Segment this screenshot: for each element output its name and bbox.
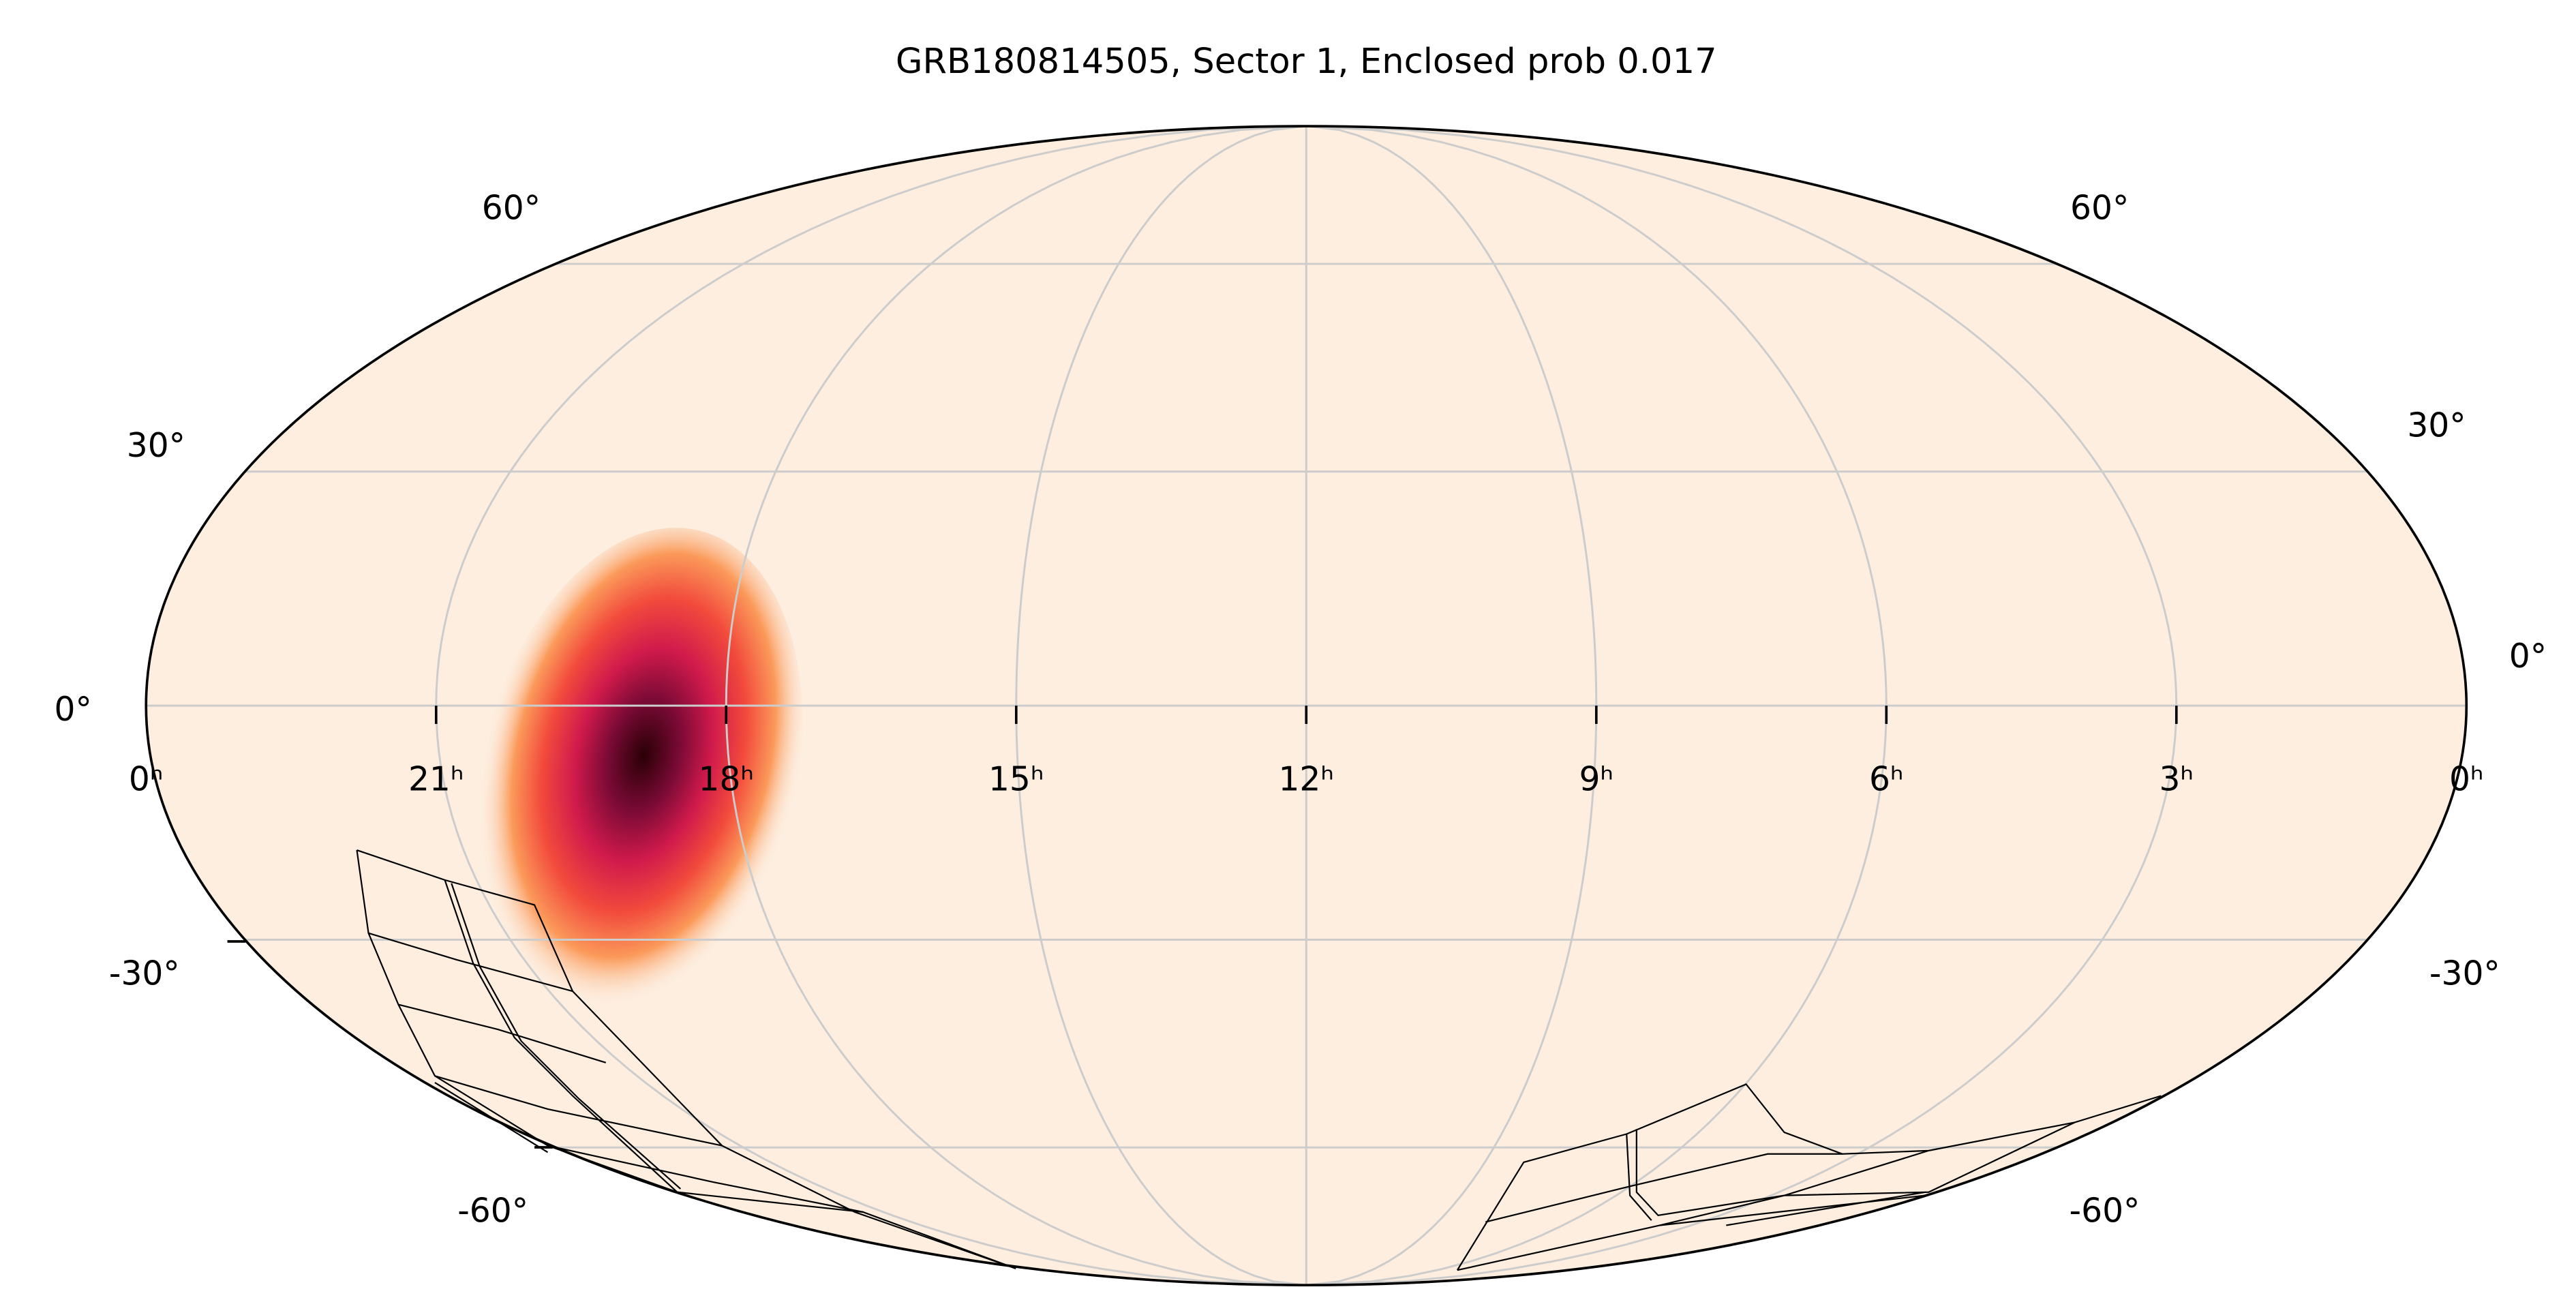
ra-label: 6ʰ bbox=[1869, 760, 1904, 798]
ra-label: 9ʰ bbox=[1579, 760, 1613, 798]
dec-label: -30° bbox=[2429, 954, 2500, 993]
dec-label: 30° bbox=[2407, 407, 2466, 445]
probability-blob bbox=[472, 528, 803, 1033]
dec-label: -60° bbox=[457, 1192, 528, 1230]
ra-label: 15ʰ bbox=[988, 760, 1044, 798]
map-border bbox=[145, 125, 2468, 1286]
ra-label: 0ʰ bbox=[2449, 760, 2484, 798]
dec-label: -30° bbox=[109, 954, 180, 993]
ra-label: 0ʰ bbox=[129, 760, 164, 798]
ra-label: 3ʰ bbox=[2159, 760, 2194, 798]
ra-label: 18ʰ bbox=[698, 760, 754, 798]
ra-label: 12ʰ bbox=[1278, 760, 1334, 798]
ra-label: 21ʰ bbox=[408, 760, 464, 798]
probability-map bbox=[472, 528, 803, 1033]
dec-label: 60° bbox=[2070, 189, 2129, 227]
dec-label: 0° bbox=[54, 691, 91, 729]
dec-label: 60° bbox=[482, 189, 541, 227]
tess-footprints bbox=[356, 849, 2162, 1271]
dec-label: 30° bbox=[127, 427, 185, 465]
footprint bbox=[1457, 1121, 2076, 1271]
dec-label: 0° bbox=[2509, 637, 2547, 676]
dec-label: -60° bbox=[2070, 1192, 2140, 1230]
title: GRB180814505, Sector 1, Enclosed prob 0.… bbox=[896, 42, 1717, 82]
dec-ticks bbox=[227, 940, 553, 1149]
footprint bbox=[1456, 1083, 2162, 1271]
footprint bbox=[368, 879, 723, 1193]
